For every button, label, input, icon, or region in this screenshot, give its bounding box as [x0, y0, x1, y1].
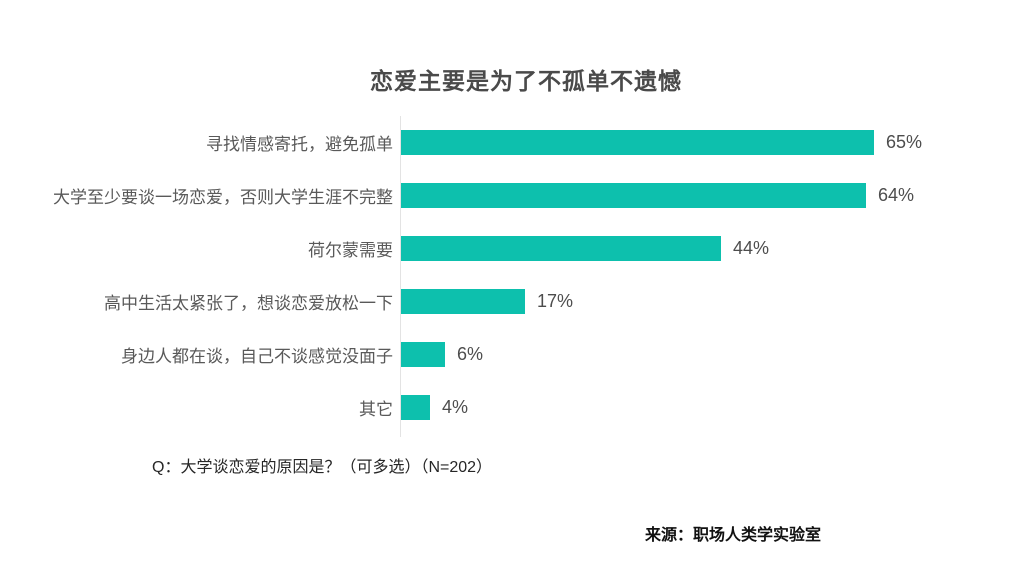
bar-row: 其它 4%	[0, 395, 922, 420]
bar	[401, 183, 866, 208]
value-label: 17%	[537, 291, 574, 311]
value-label: 64%	[878, 185, 915, 205]
category-label: 寻找情感寄托，避免孤单	[206, 135, 393, 154]
category-label: 高中生活太紧张了，想谈恋爱放松一下	[104, 294, 393, 313]
category-label: 荷尔蒙需要	[308, 241, 393, 260]
bar	[401, 236, 721, 261]
value-label: 6%	[457, 344, 484, 364]
category-label: 大学至少要谈一场恋爱，否则大学生涯不完整	[53, 188, 393, 207]
y-axis-line	[400, 116, 401, 437]
bar	[401, 395, 430, 420]
bar-row: 高中生活太紧张了，想谈恋爱放松一下 17%	[0, 289, 922, 314]
value-label: 44%	[733, 238, 770, 258]
bar-row: 寻找情感寄托，避免孤单 65%	[0, 130, 922, 155]
bar-row: 大学至少要谈一场恋爱，否则大学生涯不完整 64%	[0, 183, 922, 208]
bar	[401, 342, 445, 367]
chart-title: 恋爱主要是为了不孤单不遗憾	[370, 68, 682, 94]
value-label: 65%	[886, 132, 923, 152]
question-note: Q：大学谈恋爱的原因是？（可多选）（N=202）	[152, 459, 493, 476]
bar	[401, 130, 874, 155]
bar-rows: 寻找情感寄托，避免孤单 65% 大学至少要谈一场恋爱，否则大学生涯不完整 64% 荷尔蒙…	[0, 130, 922, 448]
bar	[401, 289, 525, 314]
value-label: 4%	[442, 397, 469, 417]
bar-row: 荷尔蒙需要 44%	[0, 236, 922, 261]
bar-row: 身边人都在谈，自己不谈感觉没面子 6%	[0, 342, 922, 367]
category-label: 其它	[359, 400, 393, 419]
source-credit: 来源：职场人类学实验室	[645, 527, 822, 544]
category-label: 身边人都在谈，自己不谈感觉没面子	[121, 347, 393, 366]
